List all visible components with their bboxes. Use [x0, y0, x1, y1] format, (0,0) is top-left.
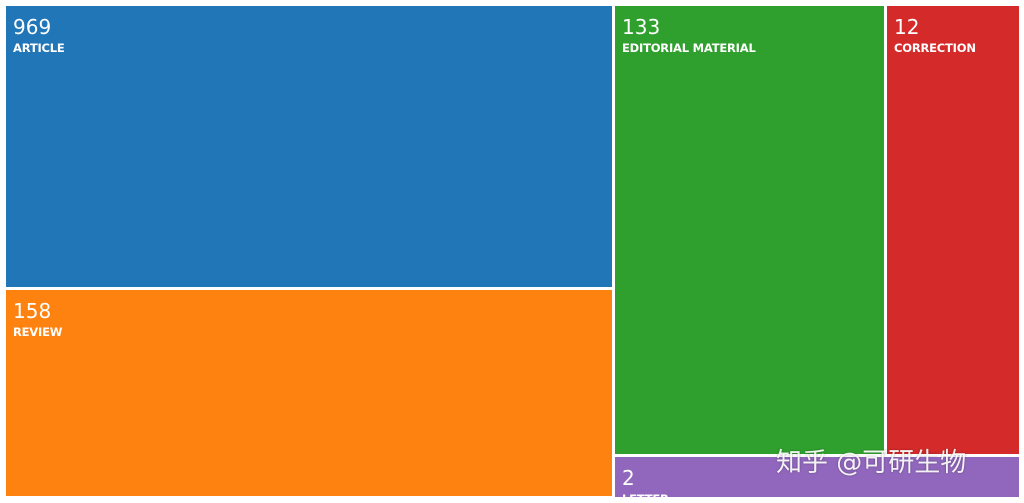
tile: 12 CORRECTION — [887, 6, 1019, 454]
tile: 969 ARTICLE — [6, 6, 612, 287]
tile-value: 158 — [13, 299, 52, 323]
tile-label: ARTICLE — [13, 41, 65, 55]
tile-value: 2 — [622, 466, 635, 490]
watermark: 知乎 @可研生物 — [776, 448, 967, 478]
tile-label: CORRECTION — [894, 41, 976, 55]
tile: 158 REVIEW — [6, 290, 612, 496]
tile-label: EDITORIAL MATERIAL — [622, 41, 756, 55]
tile: 2 LETTER — [615, 457, 1019, 497]
tile-value: 12 — [894, 15, 920, 39]
tile: 133 EDITORIAL MATERIAL — [615, 6, 884, 454]
tile-label: REVIEW — [13, 325, 63, 339]
tile-value: 969 — [13, 15, 52, 39]
tile-value: 133 — [622, 15, 661, 39]
tile-label: LETTER — [622, 492, 1019, 497]
